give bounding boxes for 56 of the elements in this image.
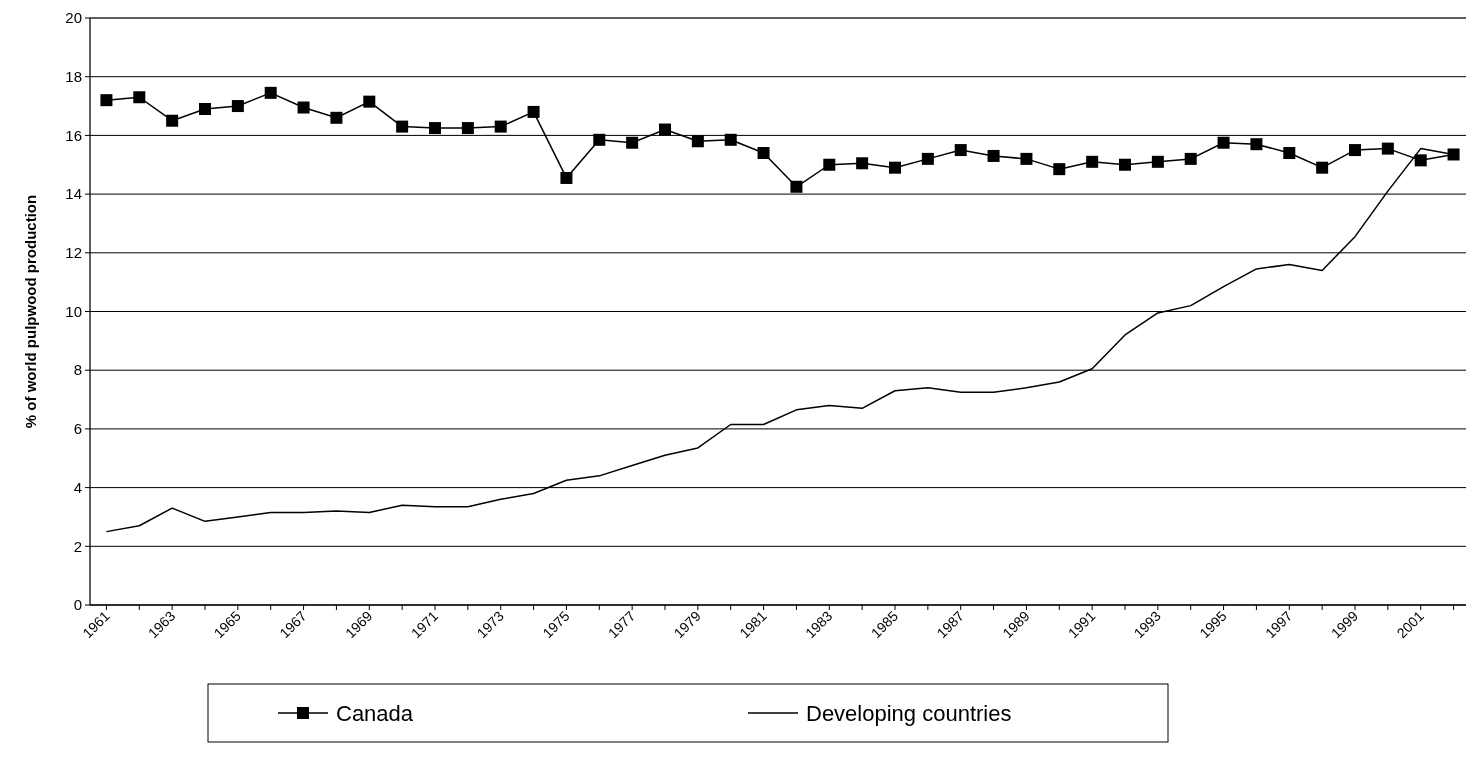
y-tick-label: 8 — [73, 361, 82, 379]
y-tick-label: 18 — [65, 67, 82, 85]
point — [1283, 147, 1296, 160]
y-axis-title: % of world pulpwood production — [22, 194, 39, 429]
y-tick-label: 4 — [73, 478, 82, 496]
point — [921, 152, 934, 165]
point — [1151, 155, 1164, 168]
point — [987, 149, 1000, 162]
point — [856, 157, 869, 170]
point — [363, 95, 376, 108]
point — [100, 94, 113, 107]
point — [396, 120, 409, 133]
y-tick-label: 6 — [73, 420, 82, 438]
point — [1086, 155, 1099, 168]
point — [133, 91, 146, 104]
point — [429, 122, 441, 135]
point — [790, 180, 803, 193]
point — [691, 135, 704, 148]
point — [1119, 158, 1131, 171]
point — [527, 105, 540, 118]
point — [297, 101, 310, 114]
point — [166, 114, 179, 127]
point — [724, 133, 737, 146]
point — [461, 122, 474, 135]
point — [199, 102, 211, 115]
point — [1414, 154, 1427, 167]
point — [330, 111, 343, 124]
point — [1020, 152, 1033, 165]
point — [494, 120, 507, 133]
point — [626, 136, 639, 149]
point — [231, 100, 244, 113]
point — [823, 158, 836, 171]
y-tick-label: 14 — [65, 185, 82, 203]
y-tick-label: 10 — [65, 302, 82, 320]
y-tick-label: 16 — [65, 126, 82, 144]
point — [889, 161, 901, 174]
y-tick-label: 20 — [65, 9, 82, 27]
point — [659, 123, 671, 136]
point — [1053, 163, 1066, 176]
point — [1250, 138, 1263, 151]
y-tick-label: 2 — [73, 537, 82, 555]
point — [1217, 136, 1230, 149]
point — [1447, 148, 1460, 161]
point — [1184, 152, 1197, 165]
y-tick-label: 0 — [73, 596, 82, 614]
point — [593, 133, 606, 146]
legend-label: Canada — [336, 700, 414, 726]
point — [1349, 144, 1361, 157]
point — [1316, 161, 1329, 174]
legend-label: Developing countries — [806, 700, 1012, 726]
y-tick-label: 12 — [65, 244, 82, 262]
point — [757, 147, 770, 160]
point — [264, 86, 277, 99]
point — [560, 171, 573, 184]
point — [1381, 142, 1394, 155]
point — [954, 144, 967, 157]
